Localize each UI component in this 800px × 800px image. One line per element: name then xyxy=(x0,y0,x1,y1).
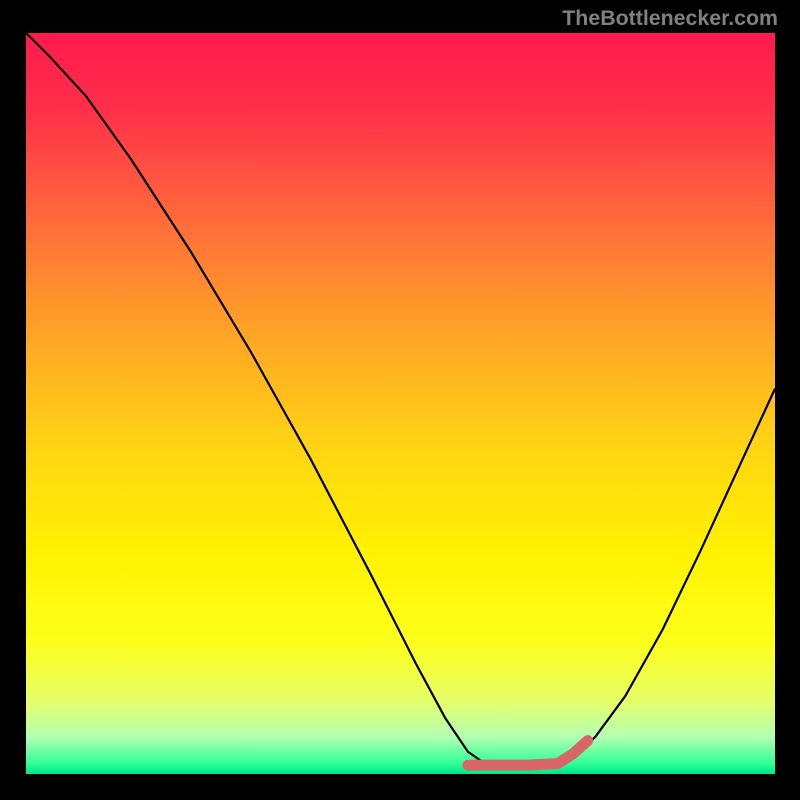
plot-area xyxy=(26,33,775,774)
bottleneck-chart: TheBottlenecker.com xyxy=(0,0,800,800)
optimal-range-highlight xyxy=(26,33,775,774)
watermark-text: TheBottlenecker.com xyxy=(562,6,778,31)
